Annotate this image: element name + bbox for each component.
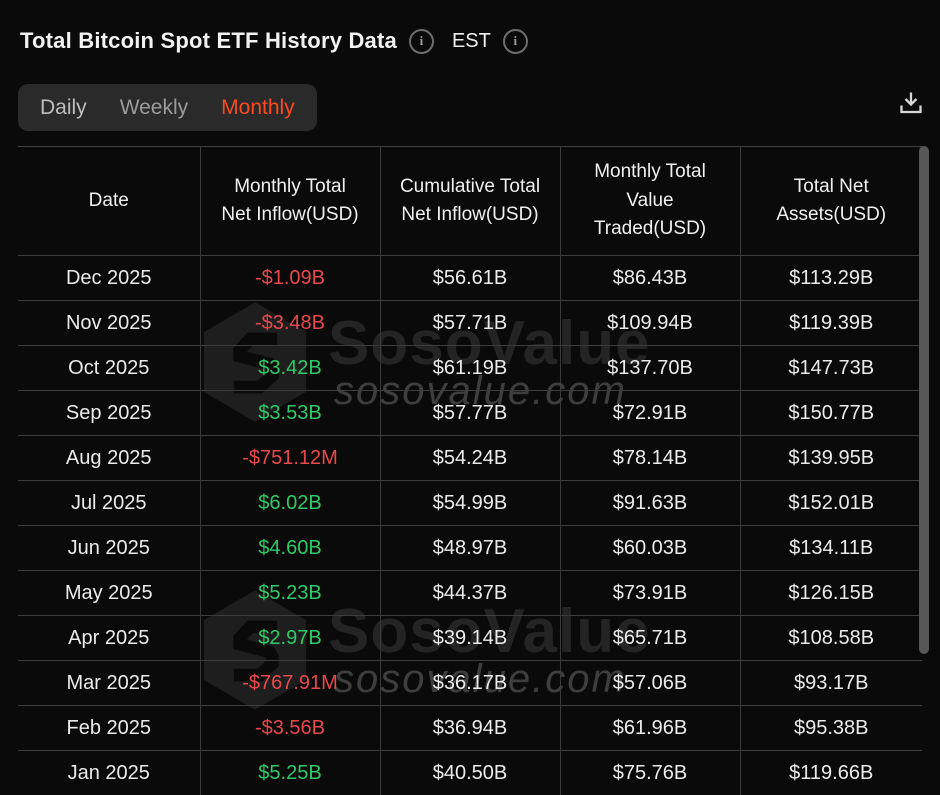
cell-value: $86.43B	[560, 256, 740, 301]
tab-daily[interactable]: Daily	[40, 96, 87, 120]
column-header-date: Date	[18, 147, 200, 256]
tab-monthly[interactable]: Monthly	[221, 96, 295, 120]
cell-value: $137.70B	[560, 346, 740, 391]
cell-value: $57.71B	[380, 301, 560, 346]
tab-weekly[interactable]: Weekly	[120, 96, 188, 120]
cell-date: Aug 2025	[18, 436, 200, 481]
cell-value: $78.14B	[560, 436, 740, 481]
cell-value: $72.91B	[560, 391, 740, 436]
table-row: Sep 2025$3.53B$57.77B$72.91B$150.77B	[18, 391, 922, 436]
cell-value: $61.19B	[380, 346, 560, 391]
cell-value: $57.77B	[380, 391, 560, 436]
download-icon	[896, 88, 926, 118]
cell-date: Apr 2025	[18, 616, 200, 661]
cell-value: -$3.48B	[200, 301, 380, 346]
cell-value: $93.17B	[740, 661, 922, 706]
cell-value: $36.17B	[380, 661, 560, 706]
cell-value: $5.23B	[200, 571, 380, 616]
cell-value: $40.50B	[380, 751, 560, 795]
cell-value: $6.02B	[200, 481, 380, 526]
cell-value: $134.11B	[740, 526, 922, 571]
cell-value: $150.77B	[740, 391, 922, 436]
cell-value: $75.76B	[560, 751, 740, 795]
cell-date: May 2025	[18, 571, 200, 616]
table-row: Mar 2025-$767.91M$36.17B$57.06B$93.17B	[18, 661, 922, 706]
cell-date: Feb 2025	[18, 706, 200, 751]
table-row: Jul 2025$6.02B$54.99B$91.63B$152.01B	[18, 481, 922, 526]
cell-value: -$3.56B	[200, 706, 380, 751]
cell-value: $2.97B	[200, 616, 380, 661]
cell-value: $4.60B	[200, 526, 380, 571]
cell-value: $126.15B	[740, 571, 922, 616]
timezone-info-icon[interactable]: i	[503, 29, 528, 54]
cell-value: $139.95B	[740, 436, 922, 481]
table-row: Oct 2025$3.42B$61.19B$137.70B$147.73B	[18, 346, 922, 391]
cell-value: $36.94B	[380, 706, 560, 751]
cell-value: $56.61B	[380, 256, 560, 301]
cell-value: $54.99B	[380, 481, 560, 526]
timezone-label: EST	[452, 30, 491, 53]
cell-value: $57.06B	[560, 661, 740, 706]
cell-value: $109.94B	[560, 301, 740, 346]
cell-date: Dec 2025	[18, 256, 200, 301]
page-header: Total Bitcoin Spot ETF History Data i ES…	[20, 28, 528, 54]
cell-value: $48.97B	[380, 526, 560, 571]
cell-value: $108.58B	[740, 616, 922, 661]
table-row: Nov 2025-$3.48B$57.71B$109.94B$119.39B	[18, 301, 922, 346]
cell-value: $39.14B	[380, 616, 560, 661]
cell-date: Jun 2025	[18, 526, 200, 571]
cell-date: Sep 2025	[18, 391, 200, 436]
cell-value: $152.01B	[740, 481, 922, 526]
vertical-scrollbar-thumb[interactable]	[919, 146, 929, 654]
cell-date: Oct 2025	[18, 346, 200, 391]
download-button[interactable]	[896, 88, 926, 118]
cell-date: Jan 2025	[18, 751, 200, 795]
interval-tabs: Daily Weekly Monthly	[18, 84, 317, 131]
cell-value: $113.29B	[740, 256, 922, 301]
cell-value: $61.96B	[560, 706, 740, 751]
page-title: Total Bitcoin Spot ETF History Data	[20, 28, 397, 54]
cell-value: -$767.91M	[200, 661, 380, 706]
table-row: Feb 2025-$3.56B$36.94B$61.96B$95.38B	[18, 706, 922, 751]
cell-date: Jul 2025	[18, 481, 200, 526]
cell-value: $95.38B	[740, 706, 922, 751]
cell-value: $60.03B	[560, 526, 740, 571]
cell-value: $3.53B	[200, 391, 380, 436]
table-row: May 2025$5.23B$44.37B$73.91B$126.15B	[18, 571, 922, 616]
cell-value: $65.71B	[560, 616, 740, 661]
cell-value: $3.42B	[200, 346, 380, 391]
info-icon[interactable]: i	[409, 29, 434, 54]
cell-date: Mar 2025	[18, 661, 200, 706]
cell-value: -$1.09B	[200, 256, 380, 301]
cell-date: Nov 2025	[18, 301, 200, 346]
table-row: Aug 2025-$751.12M$54.24B$78.14B$139.95B	[18, 436, 922, 481]
table-row: Apr 2025$2.97B$39.14B$65.71B$108.58B	[18, 616, 922, 661]
cell-value: $73.91B	[560, 571, 740, 616]
cell-value: $91.63B	[560, 481, 740, 526]
cell-value: $119.66B	[740, 751, 922, 795]
table-row: Dec 2025-$1.09B$56.61B$86.43B$113.29B	[18, 256, 922, 301]
cell-value: $5.25B	[200, 751, 380, 795]
table-row: Jun 2025$4.60B$48.97B$60.03B$134.11B	[18, 526, 922, 571]
cell-value: $54.24B	[380, 436, 560, 481]
cell-value: $44.37B	[380, 571, 560, 616]
cell-value: -$751.12M	[200, 436, 380, 481]
cell-value: $147.73B	[740, 346, 922, 391]
cell-value: $119.39B	[740, 301, 922, 346]
table-row: Jan 2025$5.25B$40.50B$75.76B$119.66B	[18, 751, 922, 795]
